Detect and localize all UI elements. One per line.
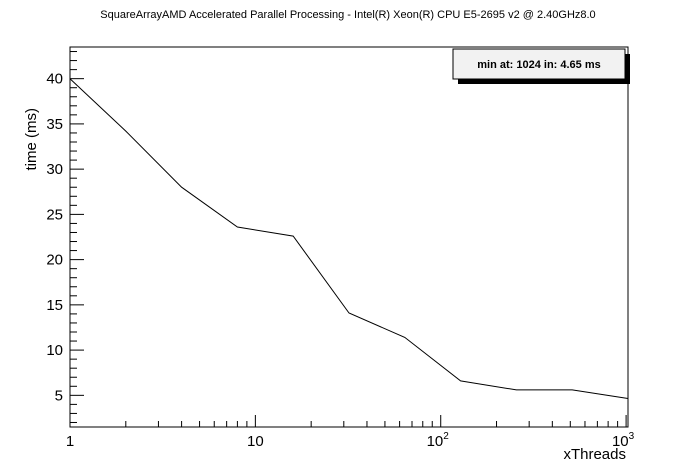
y-tick-label: 25	[46, 206, 63, 223]
y-tick-label: 35	[46, 116, 63, 133]
chart-title: SquareArrayAMD Accelerated Parallel Proc…	[100, 9, 595, 21]
y-tick-label: 15	[46, 297, 63, 314]
x-minor-ticks	[69, 415, 627, 427]
y-tick-label: 10	[46, 342, 63, 359]
y-tick-label: 5	[55, 387, 63, 404]
plot-frame	[69, 46, 629, 428]
series-line	[69, 78, 629, 399]
y-ticks: 5 10 15 20 25 30 35 40	[46, 51, 84, 423]
y-tick-label: 20	[46, 252, 63, 269]
y-tick-label: 30	[46, 161, 63, 178]
y-tick-label: 40	[46, 71, 63, 88]
x-tick-label: 10	[247, 433, 264, 450]
stats-box: min at: 1024 in: 4.65 ms	[452, 48, 630, 84]
x-tick-labels: 1 10 102 103	[66, 431, 635, 450]
y-axis-label: time (ms)	[23, 108, 40, 171]
stats-text: min at: 1024 in: 4.65 ms	[477, 59, 601, 71]
x-axis-label: xThreads	[563, 446, 626, 463]
x-tick-label: 1	[66, 433, 74, 450]
x-tick-label: 102	[427, 431, 450, 450]
